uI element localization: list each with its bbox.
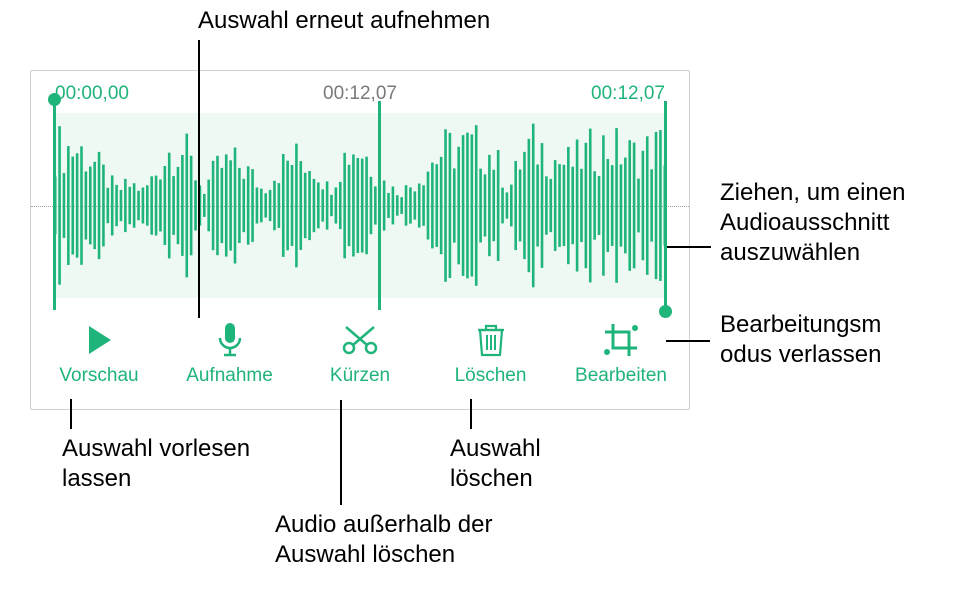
play-icon [77, 321, 121, 359]
trim-handle-right[interactable] [664, 101, 667, 310]
trim-handle-left[interactable] [53, 101, 56, 310]
audio-editor-panel: 00:00,00 00:12,07 00:12,07 Vorschau [30, 70, 690, 410]
record-label: Aufnahme [186, 365, 273, 387]
crop-icon [599, 321, 643, 359]
delete-label: Löschen [455, 365, 527, 387]
callout-delete-sel: Auswahl löschen [450, 434, 610, 494]
callout-preview: Auswahl vorlesen lassen [62, 434, 292, 494]
playhead[interactable] [378, 101, 381, 310]
callout-trim-outside: Audio außerhalb der Auswahl löschen [275, 510, 545, 570]
record-button[interactable]: Aufnahme [180, 321, 280, 387]
edit-label: Bearbeiten [575, 365, 667, 387]
trim-handle-left-knob[interactable] [48, 93, 61, 106]
microphone-icon [208, 321, 252, 359]
preview-label: Vorschau [59, 365, 138, 387]
time-end: 00:12,07 [591, 83, 665, 105]
trash-icon [469, 321, 513, 359]
time-row: 00:00,00 00:12,07 00:12,07 [31, 83, 689, 113]
scissors-icon [338, 321, 382, 359]
time-start: 00:00,00 [55, 83, 129, 105]
preview-button[interactable]: Vorschau [49, 321, 149, 387]
toolbar: Vorschau Aufnahme [31, 309, 689, 409]
time-playhead: 00:12,07 [323, 83, 397, 105]
callout-rerecord: Auswahl erneut aufnehmen [198, 6, 490, 36]
edit-button[interactable]: Bearbeiten [571, 321, 671, 387]
waveform-area[interactable] [53, 113, 667, 298]
trim-button[interactable]: Kürzen [310, 321, 410, 387]
callout-drag-select: Ziehen, um einen Audioausschnitt auszuwä… [720, 178, 940, 268]
delete-button[interactable]: Löschen [441, 321, 541, 387]
waveform [53, 113, 667, 298]
callout-exit-edit: Bearbeitungsm odus verlassen [720, 310, 940, 370]
trim-label: Kürzen [330, 365, 390, 387]
